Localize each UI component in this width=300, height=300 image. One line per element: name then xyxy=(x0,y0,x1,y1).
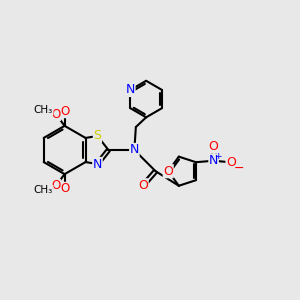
Text: O: O xyxy=(226,156,236,169)
Text: N: N xyxy=(126,83,135,96)
Text: O: O xyxy=(163,165,173,178)
Text: O: O xyxy=(60,182,69,195)
Text: CH₃: CH₃ xyxy=(34,185,53,195)
Text: −: − xyxy=(233,162,244,175)
Text: O: O xyxy=(60,105,69,118)
Text: O: O xyxy=(51,179,60,192)
Text: O: O xyxy=(51,108,60,121)
Text: S: S xyxy=(93,130,101,142)
Text: O: O xyxy=(138,179,148,192)
Text: CH₃: CH₃ xyxy=(34,105,53,115)
Text: N: N xyxy=(130,143,139,157)
Text: +: + xyxy=(214,152,221,161)
Text: N: N xyxy=(209,154,218,167)
Text: N: N xyxy=(93,158,102,170)
Text: O: O xyxy=(209,140,218,153)
